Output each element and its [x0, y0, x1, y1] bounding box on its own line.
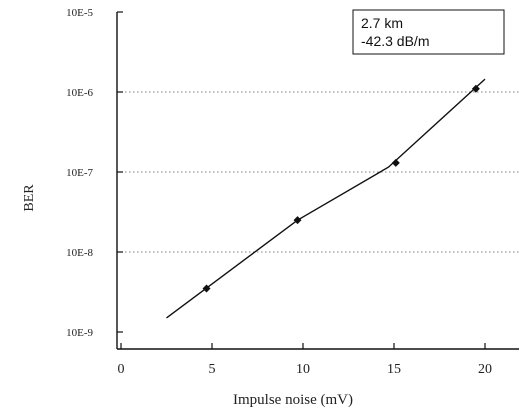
- y-tick-label: 10E-7: [66, 167, 93, 179]
- axes: [116, 12, 519, 350]
- y-tick-label: 10E-8: [66, 247, 93, 259]
- series-lines: [166, 78, 486, 319]
- y-axis-title: BER: [22, 184, 37, 212]
- data-point: [391, 158, 400, 167]
- x-tick-label: 5: [209, 362, 216, 377]
- x-axis-title: Impulse noise (mV): [233, 392, 353, 408]
- data-point: [471, 84, 480, 93]
- y-ticks: 10E-9 10E-8 10E-7 10E-6 10E-5: [66, 7, 123, 339]
- grid-lines: [117, 91, 519, 253]
- x-tick-label: 0: [118, 362, 125, 377]
- annotation-line-1: 2.7 km: [361, 15, 403, 31]
- y-tick-label: 10E-5: [66, 7, 93, 19]
- y-tick-label: 10E-6: [66, 87, 93, 99]
- x-tick-label: 20: [478, 362, 492, 377]
- annotation-line-2: -42.3 dB/m: [361, 33, 429, 49]
- annotation-box: 2.7 km -42.3 dB/m: [352, 9, 505, 55]
- series-line: [166, 78, 486, 319]
- data-points: [202, 84, 480, 293]
- data-point: [202, 284, 211, 293]
- x-tick-label: 10: [296, 362, 310, 377]
- y-tick-label: 10E-9: [66, 327, 93, 339]
- x-ticks: 0 5 10 15 20: [118, 343, 492, 377]
- data-point: [293, 216, 302, 225]
- x-tick-label: 15: [387, 362, 401, 377]
